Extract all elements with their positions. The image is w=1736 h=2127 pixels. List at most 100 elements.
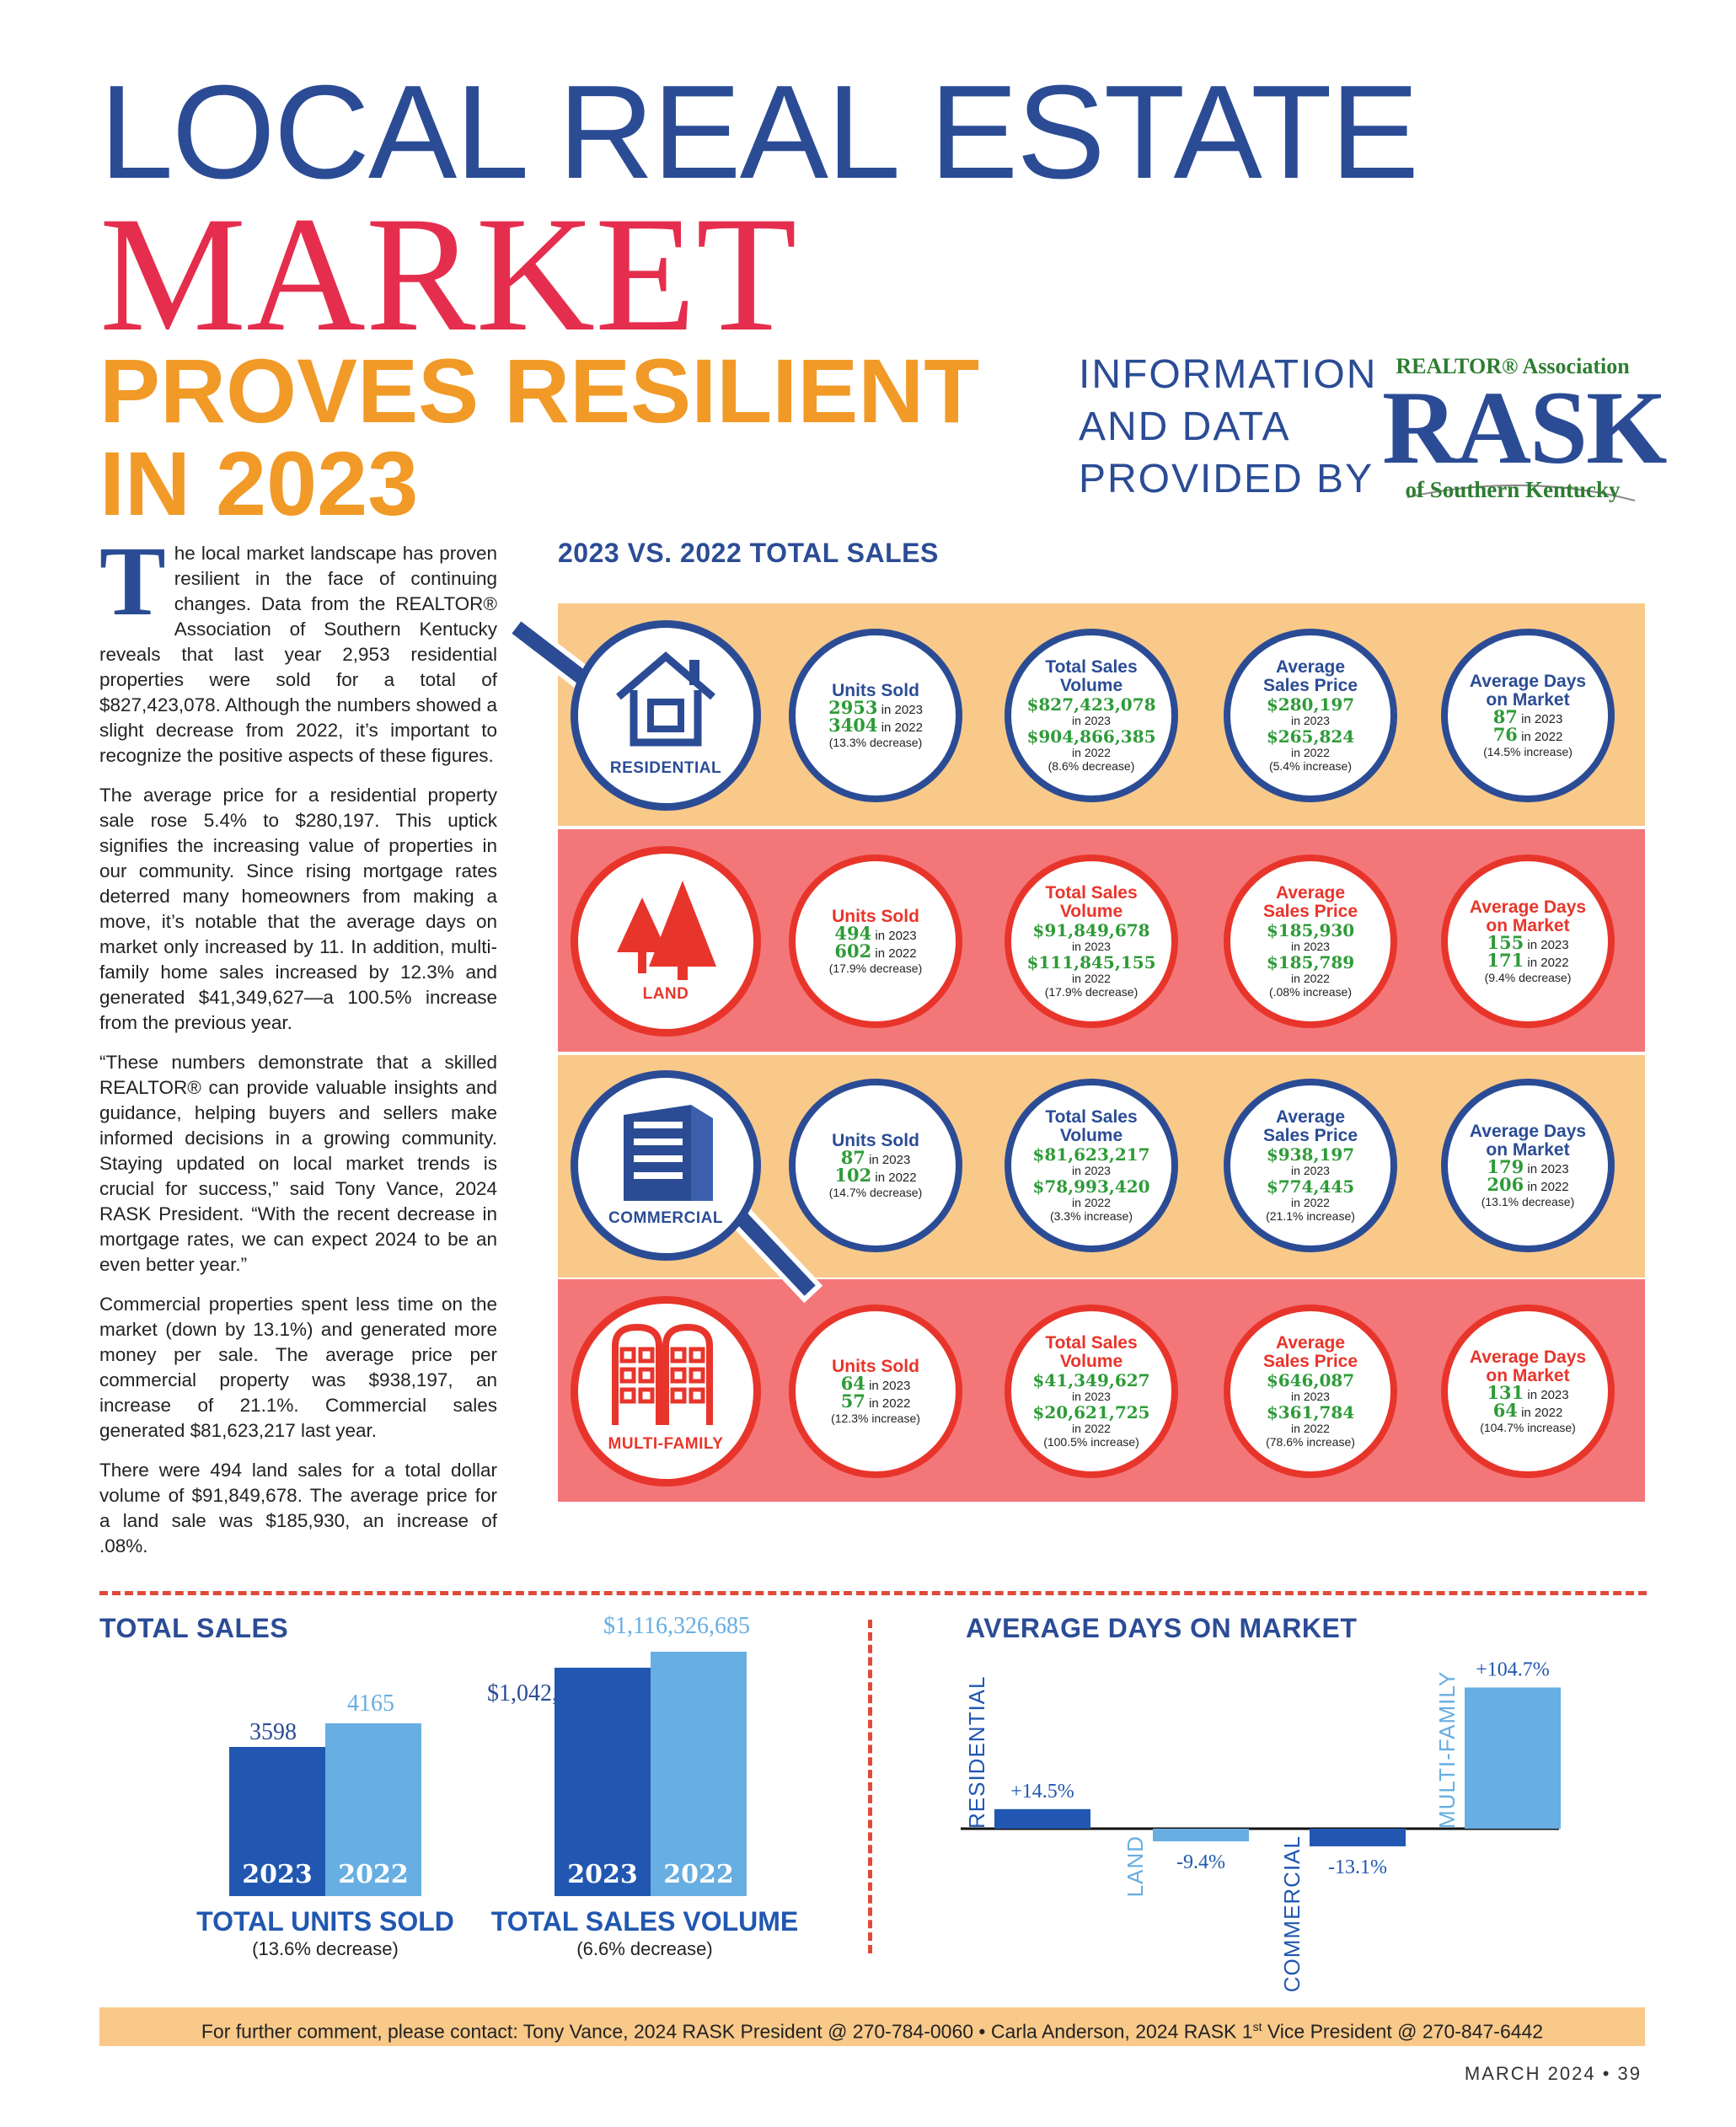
avg-price-land: Average Sales Price $185,930 in 2023 $18… — [1224, 855, 1397, 1028]
category-label: RESIDENTIAL — [609, 759, 722, 777]
value-2023: 87 — [840, 1147, 865, 1168]
year-tag: in 2023 — [1291, 714, 1330, 727]
avg-days-category-label: RESIDENTIAL — [964, 1676, 989, 1830]
stat-change: (13.1% decrease) — [1481, 1195, 1575, 1208]
value-2022: $78,993,420 — [1032, 1176, 1150, 1197]
avg-days-category-label: COMMERCIAL — [1279, 1835, 1305, 1992]
year-tag: in 2023 — [1527, 1388, 1569, 1402]
avg-days-category-label: MULTI-FAMILY — [1434, 1671, 1460, 1829]
value-2023: 155 — [1487, 932, 1524, 953]
year-tag: in 2023 — [881, 703, 923, 717]
stat-2023: 179 in 2023 — [1487, 1158, 1569, 1177]
value-2023: $91,849,678 — [1032, 920, 1150, 940]
year-tag: in 2023 — [1072, 1390, 1111, 1403]
stat-heading: Average Sales Price — [1262, 1333, 1358, 1371]
paragraph-text: he local market landscape has proven res… — [99, 543, 497, 766]
year-tag: in 2023 — [869, 1379, 911, 1393]
year-tag: in 2022 — [1521, 1406, 1563, 1420]
year-tag: in 2023 — [1527, 938, 1569, 952]
bar-volume-2022: 2022 — [651, 1652, 747, 1896]
year-tag: in 2023 — [1072, 714, 1111, 727]
stat-2022: 102 in 2022 — [834, 1165, 917, 1186]
year-tag: in 2022 — [1291, 746, 1330, 759]
value-2022: $774,445 — [1266, 1176, 1355, 1197]
stat-heading: Units Sold — [832, 1131, 919, 1150]
value-2023: 179 — [1487, 1156, 1524, 1177]
year-tag: in 2022 — [869, 1396, 911, 1411]
year-tag: in 2023 — [869, 1153, 911, 1167]
avg-days-bar — [1153, 1829, 1249, 1842]
units-sold-commercial: Units Sold 87 in 2023 102 in 2022 (14.7%… — [789, 1079, 962, 1252]
stat-heading: Total Sales Volume — [1045, 1333, 1138, 1371]
infographic-title: 2023 VS. 2022 TOTAL SALES — [558, 538, 939, 568]
avg-days-multifamily: Average Days on Market 131 in 2023 64 in… — [1441, 1305, 1615, 1478]
value-2022: $20,621,725 — [1032, 1402, 1150, 1422]
value-2022: 57 — [840, 1390, 865, 1412]
category-label: COMMERCIAL — [608, 1209, 723, 1227]
multifamily-category-badge: MULTI-FAMILY — [571, 1296, 761, 1487]
stat-heading: Average Days on Market — [1469, 1347, 1587, 1385]
year-tag: in 2022 — [1291, 1422, 1330, 1435]
stat-2023: 131 in 2023 — [1487, 1382, 1569, 1403]
sales-volume-multifamily: Total Sales Volume $41,349,627 in 2023 $… — [1005, 1305, 1178, 1478]
year-tag: in 2023 — [1527, 1162, 1569, 1176]
year-tag: in 2022 — [1072, 746, 1111, 759]
year-tag: in 2022 — [1527, 956, 1569, 970]
stat-2023: 155 in 2023 — [1487, 932, 1569, 953]
year-tag: in 2022 — [1527, 1180, 1569, 1194]
avg-days-commercial: Average Days on Market 179 in 2023 206 i… — [1441, 1079, 1615, 1252]
provided-by-line: AND DATA — [1079, 405, 1291, 449]
avg-days-category-label: LAND — [1123, 1835, 1148, 1897]
value-2023: 2953 — [828, 697, 878, 718]
provided-by-line: PROVIDED BY — [1079, 457, 1374, 501]
logo-swoosh-icon — [1406, 484, 1636, 501]
value-2023: $827,423,078 — [1026, 694, 1156, 715]
avg-price-residential: Average Sales Price $280,197 in 2023 $26… — [1224, 629, 1397, 802]
stat-change: (17.9% decrease) — [828, 962, 923, 975]
bar-year-label: 2023 — [567, 1859, 638, 1889]
year-tag: in 2023 — [1291, 1164, 1330, 1177]
drop-cap: T — [99, 526, 166, 636]
provided-by-text: INFORMATION AND DATA PROVIDED BY — [1079, 349, 1377, 506]
volume-2022-value: $1,116,326,685 — [603, 1613, 750, 1639]
units-chart-title: TOTAL UNITS SOLD — [196, 1906, 454, 1937]
bar-units-2023: 2023 — [229, 1746, 325, 1896]
stat-change: (21.1% increase) — [1266, 1209, 1355, 1223]
trees-icon — [617, 881, 716, 980]
stat-change: (14.5% increase) — [1483, 745, 1573, 758]
bar-units-2022: 2022 — [325, 1723, 421, 1896]
units-sold-residential: Units Sold 2953 in 2023 3404 in 2022 (13… — [789, 629, 962, 802]
year-tag: in 2023 — [1291, 1390, 1330, 1403]
logo-top-text: REALTOR® Association — [1396, 354, 1630, 378]
stat-heading: Total Sales Volume — [1045, 883, 1138, 921]
bar-year-label: 2023 — [242, 1859, 313, 1889]
avg-price-multifamily: Average Sales Price $646,087 in 2023 $36… — [1224, 1305, 1397, 1478]
rask-logo: REALTOR® Association RASK of Southern Ke… — [1382, 354, 1668, 514]
value-2023: $938,197 — [1266, 1144, 1355, 1165]
value-2023: 131 — [1487, 1382, 1524, 1403]
residential-category-badge: RESIDENTIAL — [571, 620, 761, 811]
stat-change: (9.4% decrease) — [1484, 971, 1572, 984]
avg-days-bar — [1310, 1829, 1406, 1846]
value-2022: 206 — [1487, 1174, 1524, 1195]
footer-superscript: st — [1252, 2020, 1262, 2033]
value-2022: 102 — [834, 1165, 872, 1186]
stat-2022: 3404 in 2022 — [828, 716, 923, 736]
value-2022: $111,845,155 — [1026, 952, 1156, 972]
year-tag: in 2022 — [875, 1171, 917, 1185]
value-2022: $361,784 — [1266, 1402, 1355, 1422]
category-label: LAND — [642, 985, 689, 1003]
value-2023: $646,087 — [1266, 1370, 1355, 1390]
avg-price-commercial: Average Sales Price $938,197 in 2023 $77… — [1224, 1079, 1397, 1252]
sales-volume-commercial: Total Sales Volume $81,623,217 in 2023 $… — [1005, 1079, 1178, 1252]
stat-change: (13.3% decrease) — [828, 736, 923, 749]
year-tag: in 2022 — [881, 721, 923, 735]
avg-days-residential: Average Days on Market 87 in 2023 76 in … — [1441, 629, 1615, 802]
stat-2022: 64 in 2022 — [1493, 1401, 1563, 1421]
year-tag: in 2022 — [1521, 730, 1563, 744]
value-2023: $81,623,217 — [1032, 1144, 1150, 1165]
volume-chart-title: TOTAL SALES VOLUME — [490, 1906, 799, 1937]
commercial-category-badge: COMMERCIAL — [571, 1070, 761, 1261]
stat-2023: 87 in 2023 — [1493, 708, 1563, 727]
units-2023-value: 3598 — [249, 1719, 297, 1745]
